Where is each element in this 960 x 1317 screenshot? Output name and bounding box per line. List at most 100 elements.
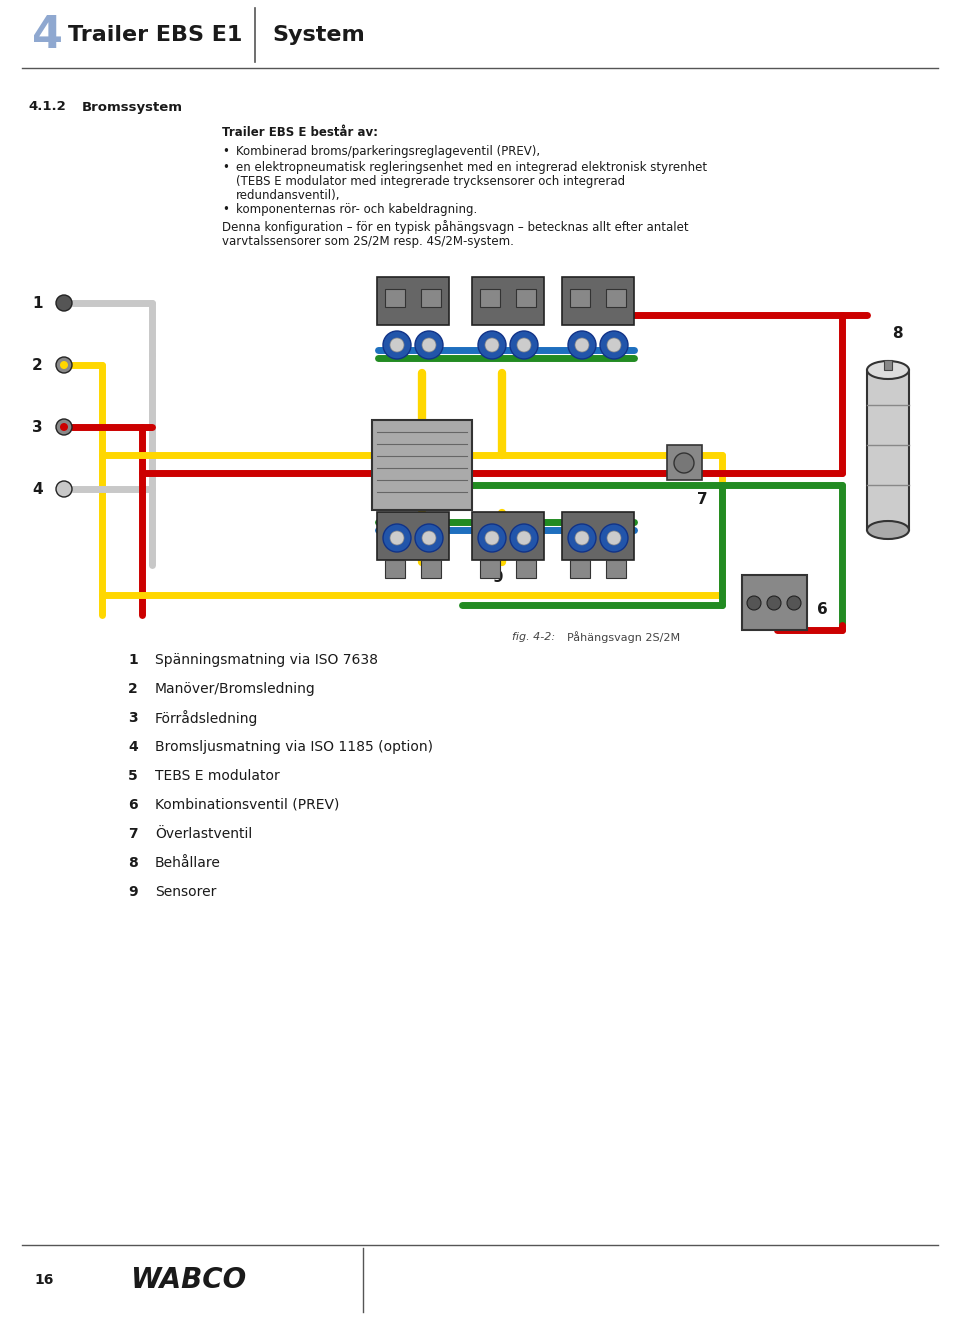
Text: redundansventil),: redundansventil),	[236, 190, 341, 203]
Bar	[372, 420, 472, 510]
Text: Kombinerad broms/parkeringsreglageventil (PREV),: Kombinerad broms/parkeringsreglageventil…	[236, 145, 540, 158]
Text: varvtalssensorer som 2S/2M resp. 4S/2M-system.: varvtalssensorer som 2S/2M resp. 4S/2M-s…	[222, 234, 514, 248]
Text: 2: 2	[32, 357, 43, 373]
Text: 9: 9	[128, 885, 137, 900]
Text: •: •	[222, 145, 228, 158]
Text: 1: 1	[32, 295, 42, 311]
Circle shape	[517, 531, 531, 545]
Circle shape	[747, 597, 761, 610]
Text: 4.1.2: 4.1.2	[28, 100, 65, 113]
Circle shape	[60, 361, 68, 369]
Bar	[667, 445, 702, 479]
Text: 9: 9	[492, 291, 503, 307]
Circle shape	[56, 357, 72, 373]
Circle shape	[478, 524, 506, 552]
Text: Kombinationsventil (PREV): Kombinationsventil (PREV)	[155, 798, 340, 813]
Bar	[562, 512, 634, 560]
Text: 7: 7	[128, 827, 137, 842]
Circle shape	[674, 453, 694, 473]
Bar	[377, 512, 449, 560]
Bar	[884, 360, 892, 370]
Bar	[480, 560, 500, 578]
Text: Behållare: Behållare	[155, 856, 221, 871]
Circle shape	[422, 338, 436, 352]
Ellipse shape	[867, 361, 909, 379]
Circle shape	[56, 295, 72, 311]
Text: Sensorer: Sensorer	[155, 885, 216, 900]
Bar	[516, 288, 536, 307]
Text: Bromsljusmatning via ISO 1185 (option): Bromsljusmatning via ISO 1185 (option)	[155, 740, 433, 755]
Bar	[570, 560, 590, 578]
Text: 4: 4	[33, 13, 63, 57]
Circle shape	[485, 531, 499, 545]
Circle shape	[415, 331, 443, 360]
Bar	[421, 288, 441, 307]
Text: (TEBS E modulator med integrerade trycksensorer och integrerad: (TEBS E modulator med integrerade trycks…	[236, 175, 625, 188]
Text: System: System	[272, 25, 365, 45]
Text: 1: 1	[128, 653, 137, 666]
Text: TEBS E modulator: TEBS E modulator	[155, 769, 279, 784]
Circle shape	[390, 531, 404, 545]
Circle shape	[510, 524, 538, 552]
Text: 2: 2	[128, 682, 137, 695]
Circle shape	[60, 423, 68, 431]
Text: 3: 3	[128, 711, 137, 724]
Circle shape	[56, 419, 72, 435]
Circle shape	[56, 481, 72, 497]
Circle shape	[568, 524, 596, 552]
Circle shape	[383, 331, 411, 360]
Text: 4: 4	[128, 740, 137, 755]
Text: WABCO: WABCO	[130, 1266, 247, 1295]
Text: 8: 8	[892, 325, 902, 341]
Bar	[562, 277, 634, 325]
Circle shape	[767, 597, 781, 610]
Bar	[570, 288, 590, 307]
Bar	[377, 277, 449, 325]
Bar	[22, 255, 938, 645]
Circle shape	[607, 531, 621, 545]
Text: komponenternas rör- och kabeldragning.: komponenternas rör- och kabeldragning.	[236, 204, 477, 216]
Bar	[472, 512, 544, 560]
Text: Förrådsledning: Förrådsledning	[155, 710, 258, 726]
Text: •: •	[222, 204, 228, 216]
Circle shape	[600, 524, 628, 552]
Text: 7: 7	[697, 493, 708, 507]
Text: Manöver/Bromsledning: Manöver/Bromsledning	[155, 682, 316, 695]
Circle shape	[485, 338, 499, 352]
Text: Bromssystem: Bromssystem	[82, 100, 183, 113]
Text: Spänningsmatning via ISO 7638: Spänningsmatning via ISO 7638	[155, 653, 378, 666]
Text: 6: 6	[128, 798, 137, 813]
Text: Trailer EBS E1: Trailer EBS E1	[68, 25, 242, 45]
Text: 5: 5	[128, 769, 137, 784]
Text: fig. 4-2:: fig. 4-2:	[512, 632, 555, 641]
Text: Överlastventil: Överlastventil	[155, 827, 252, 842]
Bar	[421, 560, 441, 578]
Text: 4: 4	[32, 482, 42, 497]
Text: 16: 16	[34, 1274, 54, 1287]
Bar	[385, 560, 405, 578]
Circle shape	[607, 338, 621, 352]
Circle shape	[478, 331, 506, 360]
Circle shape	[383, 524, 411, 552]
Bar	[742, 576, 807, 630]
Bar	[867, 370, 909, 529]
Text: •: •	[222, 162, 228, 174]
Bar	[472, 277, 544, 325]
Circle shape	[517, 338, 531, 352]
Ellipse shape	[867, 522, 909, 539]
Text: 9: 9	[492, 569, 503, 585]
Bar	[606, 560, 626, 578]
Text: 5: 5	[417, 487, 427, 503]
Bar	[480, 288, 500, 307]
Circle shape	[575, 338, 589, 352]
Text: Påhängsvagn 2S/2M: Påhängsvagn 2S/2M	[567, 631, 680, 643]
Text: 3: 3	[32, 420, 42, 435]
Text: en elektropneumatisk regleringsenhet med en integrerad elektronisk styrenhet: en elektropneumatisk regleringsenhet med…	[236, 162, 708, 174]
Circle shape	[568, 331, 596, 360]
Circle shape	[787, 597, 801, 610]
Text: Trailer EBS E består av:: Trailer EBS E består av:	[222, 126, 378, 140]
Circle shape	[600, 331, 628, 360]
Text: 6: 6	[817, 602, 828, 618]
Circle shape	[390, 338, 404, 352]
Text: 8: 8	[128, 856, 137, 871]
